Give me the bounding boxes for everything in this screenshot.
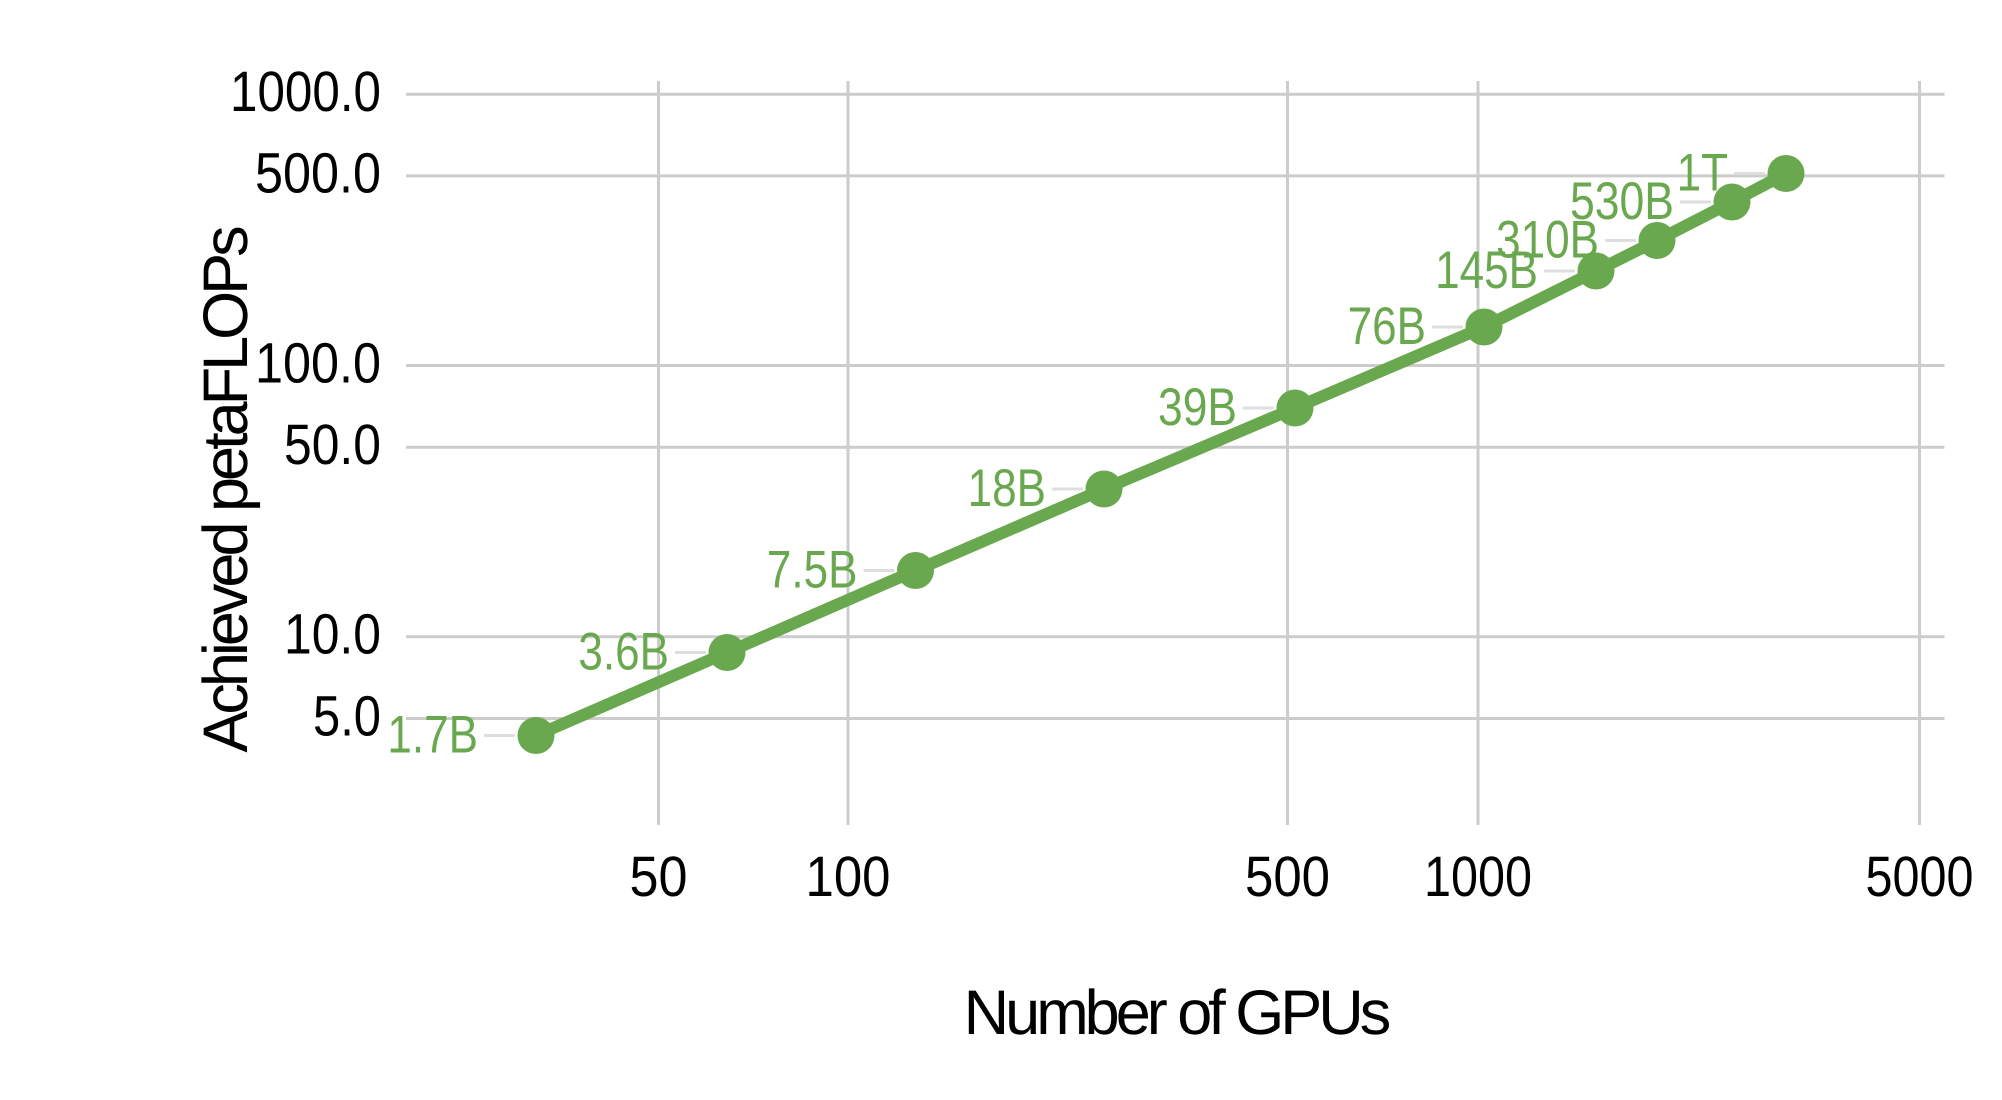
svg-text:7.5B: 7.5B — [767, 541, 858, 600]
svg-text:5000: 5000 — [1866, 845, 1974, 909]
svg-text:Number of GPUs: Number of GPUs — [964, 978, 1390, 1048]
svg-text:145B: 145B — [1435, 241, 1538, 300]
svg-text:10.0: 10.0 — [284, 603, 381, 667]
svg-text:500.0: 500.0 — [255, 142, 381, 206]
svg-text:500: 500 — [1245, 845, 1330, 909]
svg-text:50.0: 50.0 — [284, 413, 381, 477]
svg-text:18B: 18B — [968, 459, 1046, 518]
svg-text:50: 50 — [630, 845, 688, 909]
svg-text:310B: 310B — [1496, 211, 1599, 270]
svg-text:100: 100 — [806, 845, 891, 909]
svg-text:100.0: 100.0 — [255, 331, 381, 395]
svg-text:530B: 530B — [1570, 172, 1674, 231]
svg-text:76B: 76B — [1348, 297, 1426, 356]
svg-text:Achieved petaFLOPs: Achieved petaFLOPs — [191, 227, 261, 753]
svg-text:3.6B: 3.6B — [578, 623, 669, 682]
svg-text:1.7B: 1.7B — [387, 706, 478, 765]
svg-text:39B: 39B — [1158, 378, 1237, 437]
svg-text:5.0: 5.0 — [313, 684, 381, 748]
svg-text:1T: 1T — [1677, 144, 1728, 203]
svg-text:1000.0: 1000.0 — [230, 60, 381, 124]
svg-text:1000: 1000 — [1424, 845, 1532, 909]
